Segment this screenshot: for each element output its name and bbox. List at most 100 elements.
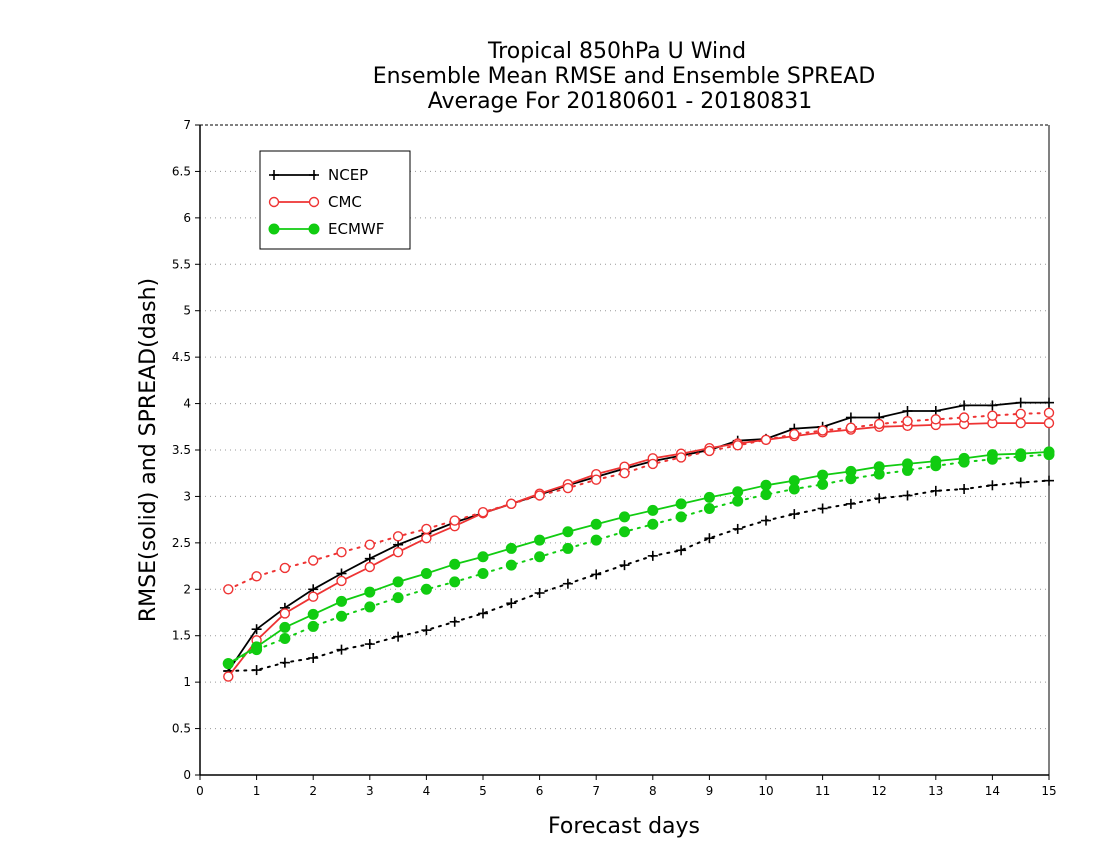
series-cmc-spread-point-6 xyxy=(392,531,404,542)
series-cmc-spread-point-24 xyxy=(902,416,913,427)
legend-marker-right-cmc xyxy=(308,196,320,208)
series-ncep-spread xyxy=(223,475,1054,676)
series-cmc-rmse-point-29 xyxy=(1043,417,1055,429)
series-cmc-rmse-point-3 xyxy=(308,591,319,602)
series-ncep-rmse-point-26 xyxy=(959,400,970,411)
series-ecmwf-rmse-point-10 xyxy=(505,542,517,554)
series-ecmwf-spread-line xyxy=(227,453,1050,665)
series-ecmwf-rmse-line xyxy=(227,451,1050,665)
series-ecmwf-rmse-point-8 xyxy=(449,558,461,570)
series-ncep-spread-point-13 xyxy=(591,569,602,580)
series-ecmwf-spread-point-14 xyxy=(619,526,630,538)
series-ecmwf-spread-point-13 xyxy=(590,534,602,546)
series-ecmwf-rmse-point-21 xyxy=(817,469,829,481)
x-tick-label-4: 4 xyxy=(423,784,431,798)
y-tick-label-8: 4 xyxy=(183,397,191,411)
legend-label-ecmwf: ECMWF xyxy=(328,220,384,238)
series-ecmwf-rmse xyxy=(222,446,1055,670)
legend-label-ncep: NCEP xyxy=(328,166,368,184)
series-cmc-spread-line xyxy=(227,411,1050,591)
series-ncep-rmse-point-1 xyxy=(251,624,262,635)
x-tick-label-2: 2 xyxy=(309,784,317,798)
y-tick-label-6: 3 xyxy=(183,489,191,503)
series-ncep-spread-point-29 xyxy=(1044,475,1054,486)
series-ecmwf-spread-point-28 xyxy=(1015,451,1027,462)
series-ecmwf-spread xyxy=(222,449,1055,670)
series-cmc-spread-point-18 xyxy=(732,440,743,451)
series-cmc-spread-point-21 xyxy=(817,425,828,436)
series-ncep-spread-point-25 xyxy=(930,485,941,496)
series-cmc-spread-point-7 xyxy=(421,523,432,535)
series-cmc-rmse-point-6 xyxy=(392,546,404,558)
series-cmc-spread-point-11 xyxy=(534,490,545,501)
legend-box xyxy=(259,150,411,250)
series-cmc-spread-point-10 xyxy=(506,498,517,510)
series-cmc-spread-point-3 xyxy=(308,555,319,566)
series-cmc-spread-point-23 xyxy=(874,418,885,430)
x-tick-label-8: 8 xyxy=(649,784,657,798)
x-tick-label-11: 11 xyxy=(815,784,830,798)
title-line-3: Average For 20180601 - 20180831 xyxy=(428,89,813,114)
legend-marker-right-ncep xyxy=(309,170,319,180)
series-cmc-rmse xyxy=(223,417,1055,682)
series-ncep-spread-point-10 xyxy=(506,598,517,609)
y-tick-label-1: 0.5 xyxy=(172,722,191,736)
grid xyxy=(200,170,1049,730)
series-ecmwf-spread-point-9 xyxy=(477,568,489,579)
series-layer xyxy=(222,397,1055,682)
series-ncep-rmse-point-27 xyxy=(987,400,998,411)
series-ecmwf-spread-point-18 xyxy=(732,495,744,507)
series-ecmwf-spread-point-23 xyxy=(873,468,885,480)
y-tick-label-7: 3.5 xyxy=(172,443,191,457)
series-cmc-spread-point-22 xyxy=(845,422,857,433)
series-ncep-spread-point-5 xyxy=(364,639,375,650)
y-axis-label: RMSE(solid) and SPREAD(dash) xyxy=(136,278,161,622)
x-tick-label-0: 0 xyxy=(196,784,204,798)
series-ecmwf-spread-point-8 xyxy=(449,576,461,588)
legend: NCEP CMC ECMWF xyxy=(259,150,411,250)
series-ecmwf-spread-point-4 xyxy=(336,610,347,622)
series-ncep-spread-point-4 xyxy=(336,644,347,655)
x-tick-label-7: 7 xyxy=(592,784,600,798)
y-tick-label-11: 5.5 xyxy=(172,257,191,271)
series-ecmwf-rmse-point-15 xyxy=(647,504,659,516)
series-ncep-spread-point-8 xyxy=(449,616,460,627)
series-ncep-spread-point-3 xyxy=(308,653,319,663)
series-cmc-rmse-point-7 xyxy=(421,533,432,544)
series-ecmwf-rmse-point-19 xyxy=(760,479,772,491)
series-ecmwf-rmse-point-14 xyxy=(619,511,630,523)
y-tick-label-5: 2.5 xyxy=(172,536,191,550)
series-ecmwf-rmse-point-16 xyxy=(675,498,687,510)
legend-marker-left-ecmwf xyxy=(268,223,280,235)
series-cmc-spread-point-12 xyxy=(562,482,574,494)
series-ecmwf-spread-point-19 xyxy=(760,489,772,501)
x-tick-label-10: 10 xyxy=(758,784,773,798)
series-ncep-spread-point-11 xyxy=(534,588,545,598)
series-ecmwf-spread-point-16 xyxy=(675,511,687,523)
series-cmc-spread-point-16 xyxy=(675,452,687,463)
series-ecmwf-spread-point-29 xyxy=(1043,449,1055,461)
y-tick-label-9: 4.5 xyxy=(172,350,191,364)
series-ecmwf-spread-point-6 xyxy=(392,592,404,604)
series-ecmwf-spread-point-0 xyxy=(222,658,234,670)
series-ncep-spread-point-9 xyxy=(478,608,488,619)
series-ncep-spread-line xyxy=(227,479,1050,672)
y-tick-label-13: 6.5 xyxy=(172,164,191,178)
series-ecmwf-rmse-point-9 xyxy=(477,551,489,563)
series-ncep-spread-point-15 xyxy=(647,550,658,561)
series-ecmwf-spread-point-10 xyxy=(505,559,517,571)
legend-marker-right-ecmwf xyxy=(308,223,320,235)
series-cmc-spread-point-26 xyxy=(958,412,970,423)
series-ncep-spread-point-26 xyxy=(959,484,970,494)
series-ncep-spread-point-12 xyxy=(562,578,573,589)
series-ncep-spread-point-28 xyxy=(1015,477,1026,488)
series-ecmwf-spread-point-1 xyxy=(251,644,263,656)
series-ecmwf-spread-point-27 xyxy=(986,453,998,465)
series-ecmwf-spread-point-24 xyxy=(902,464,913,476)
x-tick-label-12: 12 xyxy=(872,784,887,798)
series-ncep-rmse-line xyxy=(227,401,1049,672)
y-tick-label-10: 5 xyxy=(183,304,191,318)
series-ecmwf-rmse-point-13 xyxy=(590,518,602,530)
series-cmc-spread-point-17 xyxy=(704,445,715,457)
